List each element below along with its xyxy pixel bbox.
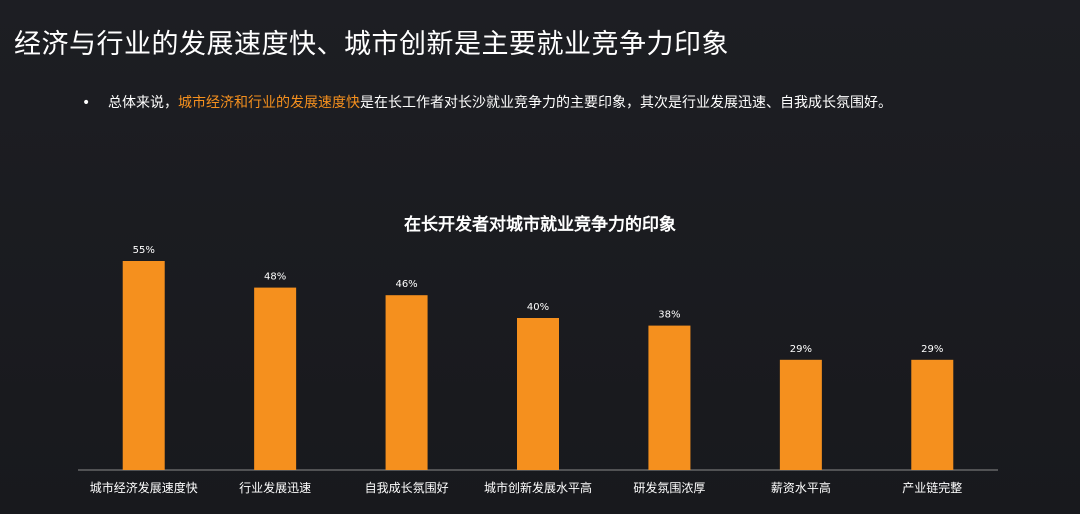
data-label-6: 29% [790,344,812,355]
bar-2 [254,287,297,470]
category-label-2: 行业发展迅速 [239,480,311,495]
category-label-7: 产业链完整 [902,480,962,495]
category-label-1: 城市经济发展速度快 [90,480,198,495]
data-label-7: 29% [921,344,943,355]
category-label-3: 自我成长氛围好 [365,481,449,495]
chart-title: 在长开发者对城市就业竞争力的印象 [404,215,676,235]
data-label-4: 40% [527,302,549,313]
bar-3 [385,295,428,470]
bullet-marker: • [82,95,91,111]
bar-4 [517,318,559,470]
bar-chart: 55% 城市经济发展速度快 48% 行业发展迅速 46% 自我成长氛围好 40% 城市创新发展… [78,245,998,495]
data-label-2: 48% [264,272,286,283]
summary-bullet: • 总体来说，城市经济和行业的发展速度快是在长工作者对长沙就业竞争力的主要印象，其… [82,92,892,112]
data-label-3: 46% [395,279,417,290]
slide-title: 经济与行业的发展速度快、城市创新是主要就业竞争力印象 [14,29,729,60]
bar-5 [648,325,691,470]
bar-7 [911,359,954,470]
category-label-6: 薪资水平高 [771,480,831,495]
bar-1 [122,261,165,470]
category-label-5: 研发氛围浓厚 [633,480,705,495]
bar-6 [779,359,822,470]
data-label-1: 55% [133,245,155,256]
category-label-4: 城市创新发展水平高 [484,480,592,495]
summary-highlight: 城市经济和行业的发展速度快 [178,95,360,111]
summary-prefix: 总体来说， [108,95,178,111]
summary-suffix: 是在长工作者对长沙就业竞争力的主要印象，其次是行业发展迅速、自我成长氛围好。 [360,95,892,111]
data-label-5: 38% [658,310,680,321]
